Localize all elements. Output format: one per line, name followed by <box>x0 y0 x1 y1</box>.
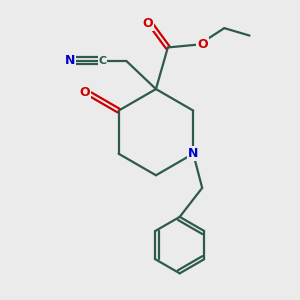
Text: C: C <box>98 56 106 66</box>
Text: O: O <box>80 86 90 99</box>
Text: O: O <box>142 17 153 30</box>
Text: N: N <box>65 54 76 67</box>
Text: N: N <box>188 147 199 160</box>
Text: O: O <box>197 38 208 51</box>
